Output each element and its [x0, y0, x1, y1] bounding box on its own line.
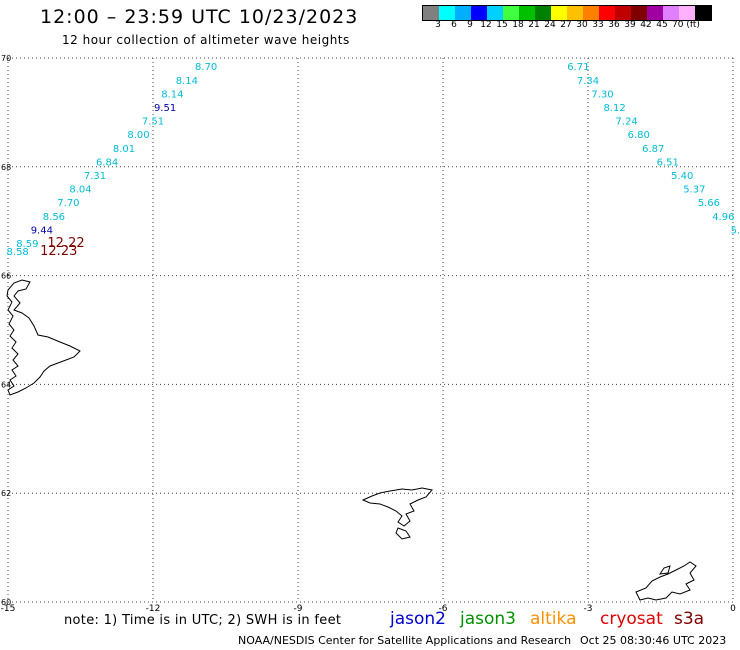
wave-height-label: 5.66	[698, 198, 720, 209]
colorbar-swatch	[695, 6, 711, 20]
colorbar-label: 39	[624, 20, 636, 30]
colorbar-swatch	[471, 6, 487, 20]
colorbar-label: 12	[480, 20, 492, 30]
colorbar-swatch	[487, 6, 503, 20]
y-tick-label: 64	[1, 380, 11, 389]
faroe-islands-coastline	[361, 487, 433, 540]
track-right-jason3: 6.71 7.34 7.30 8.12 7.24 6.80 6.87 6.51 5.40 5.37…	[567, 62, 740, 236]
colorbar-swatch	[535, 6, 551, 20]
colorbar-swatch	[583, 6, 599, 20]
colorbar-swatch	[439, 6, 455, 20]
colorbar-swatch	[567, 6, 583, 20]
x-tick-label: -9	[294, 604, 303, 614]
credit-line: NOAA/NESDIS Center for Satellite Applica…	[238, 634, 572, 647]
wave-height-label: 6.80	[628, 130, 650, 141]
wave-height-label: 8.14	[161, 89, 183, 100]
wave-height-label: 12.22	[47, 236, 84, 251]
colorbar-label: 42	[640, 20, 652, 30]
colorbar-swatch	[663, 6, 679, 20]
wave-height-colorbar	[422, 5, 712, 21]
x-tick-label: -3	[584, 604, 593, 614]
colorbar-swatch	[631, 6, 647, 20]
colorbar-swatch	[615, 6, 631, 20]
colorbar-labels: 3 6 9 12 15 18 21 24 27 30 33 36 39 42 45 70 (ft)	[422, 20, 740, 32]
wave-height-label: 6.51	[657, 157, 679, 168]
page-title: 12:00 – 23:59 UTC 10/23/2023	[40, 6, 359, 28]
colorbar-label: 9	[467, 20, 473, 30]
y-tick-label: 70	[1, 54, 11, 63]
legend-jason2: jason2	[390, 609, 446, 629]
wave-height-label: 6.87	[642, 144, 664, 155]
legend-s3a: s3a	[674, 609, 705, 629]
colorbar-label: 15	[496, 20, 508, 30]
x-tick-label: -15	[1, 604, 16, 614]
wave-height-label: 5.	[731, 225, 740, 236]
track-left-jason3: 8.70 8.14 8.14 9.51 7.51 8.00 8.01 6.84 7.31 8.04…	[7, 62, 218, 258]
colorbar-label: 3	[435, 20, 441, 30]
colorbar-label: 24	[544, 20, 556, 30]
colorbar-label: 18	[512, 20, 524, 30]
colorbar-swatch	[519, 6, 535, 20]
wave-height-label: 9.44	[31, 225, 53, 236]
wave-height-label: 8.04	[69, 185, 91, 196]
wave-height-label: 8.12	[603, 103, 625, 114]
colorbar-swatch	[599, 6, 615, 20]
colorbar-swatch	[503, 6, 519, 20]
colorbar-label: 45	[656, 20, 668, 30]
x-tick-label: -6	[439, 604, 448, 614]
footer-note: note: 1) Time is in UTC; 2) SWH is in fe…	[64, 613, 342, 628]
wave-height-label: 5.40	[671, 171, 693, 182]
shetland-islands-coastline	[635, 561, 697, 601]
wave-height-label: 7.70	[57, 198, 79, 209]
wave-height-label: 7.24	[616, 117, 638, 128]
wave-height-label: 12.23	[40, 244, 77, 259]
map-grid	[7, 57, 734, 603]
legend-jason3: jason3	[460, 609, 516, 629]
generated-timestamp: Oct 25 08:30:46 UTC 2023	[580, 634, 727, 647]
x-tick-label: 0	[730, 604, 736, 614]
x-tick-label: -12	[146, 604, 161, 614]
wave-height-label: 7.34	[577, 76, 599, 87]
colorbar-label: 33	[592, 20, 604, 30]
coastlines	[6, 279, 697, 601]
colorbar-swatch	[423, 6, 439, 20]
colorbar-label: 27	[560, 20, 572, 30]
wave-height-label: 6.71	[567, 62, 589, 73]
wave-height-label: 8.14	[176, 76, 198, 87]
page-subtitle: 12 hour collection of altimeter wave hei…	[62, 33, 350, 47]
y-tick-label: 68	[1, 163, 11, 172]
colorbar-label: 30	[576, 20, 588, 30]
wave-height-label: 8.56	[43, 212, 65, 223]
colorbar-label: 70 (ft)	[672, 20, 700, 30]
y-tick-label: 62	[1, 489, 11, 498]
wave-height-label: 8.59	[16, 239, 38, 250]
wave-height-label: 8.01	[113, 144, 135, 155]
colorbar-swatch	[679, 6, 695, 20]
wave-height-label: 7.31	[84, 171, 106, 182]
colorbar-label: 36	[608, 20, 620, 30]
wave-height-label: 7.51	[142, 117, 164, 128]
y-tick-label: 60	[1, 598, 11, 607]
legend-altika: altika	[530, 609, 577, 629]
wave-height-label: 6.84	[96, 157, 118, 168]
legend-cryosat: cryosat	[600, 609, 663, 629]
wave-height-label: 5.37	[683, 185, 705, 196]
wave-height-label: 9.51	[154, 103, 176, 114]
colorbar-swatch	[455, 6, 471, 20]
wave-height-label: 8.00	[127, 130, 149, 141]
wave-height-label: 4.96	[712, 212, 734, 223]
colorbar-swatch	[647, 6, 663, 20]
wave-height-label: 8.70	[195, 62, 217, 73]
colorbar-swatch	[551, 6, 567, 20]
wave-height-label: 8.58	[7, 247, 29, 258]
map-axis-ticks: -15 -12 -9 -6 -3 0 60 62 64 66 68 70	[1, 54, 736, 614]
wave-height-label: 7.30	[591, 89, 613, 100]
altimeter-tracks: 8.70 8.14 8.14 9.51 7.51 8.00 8.01 6.84 7.31 8.04…	[7, 62, 740, 259]
colorbar-label: 21	[528, 20, 540, 30]
iceland-coastline	[6, 279, 81, 396]
colorbar-label: 6	[451, 20, 457, 30]
y-tick-label: 66	[1, 272, 11, 281]
